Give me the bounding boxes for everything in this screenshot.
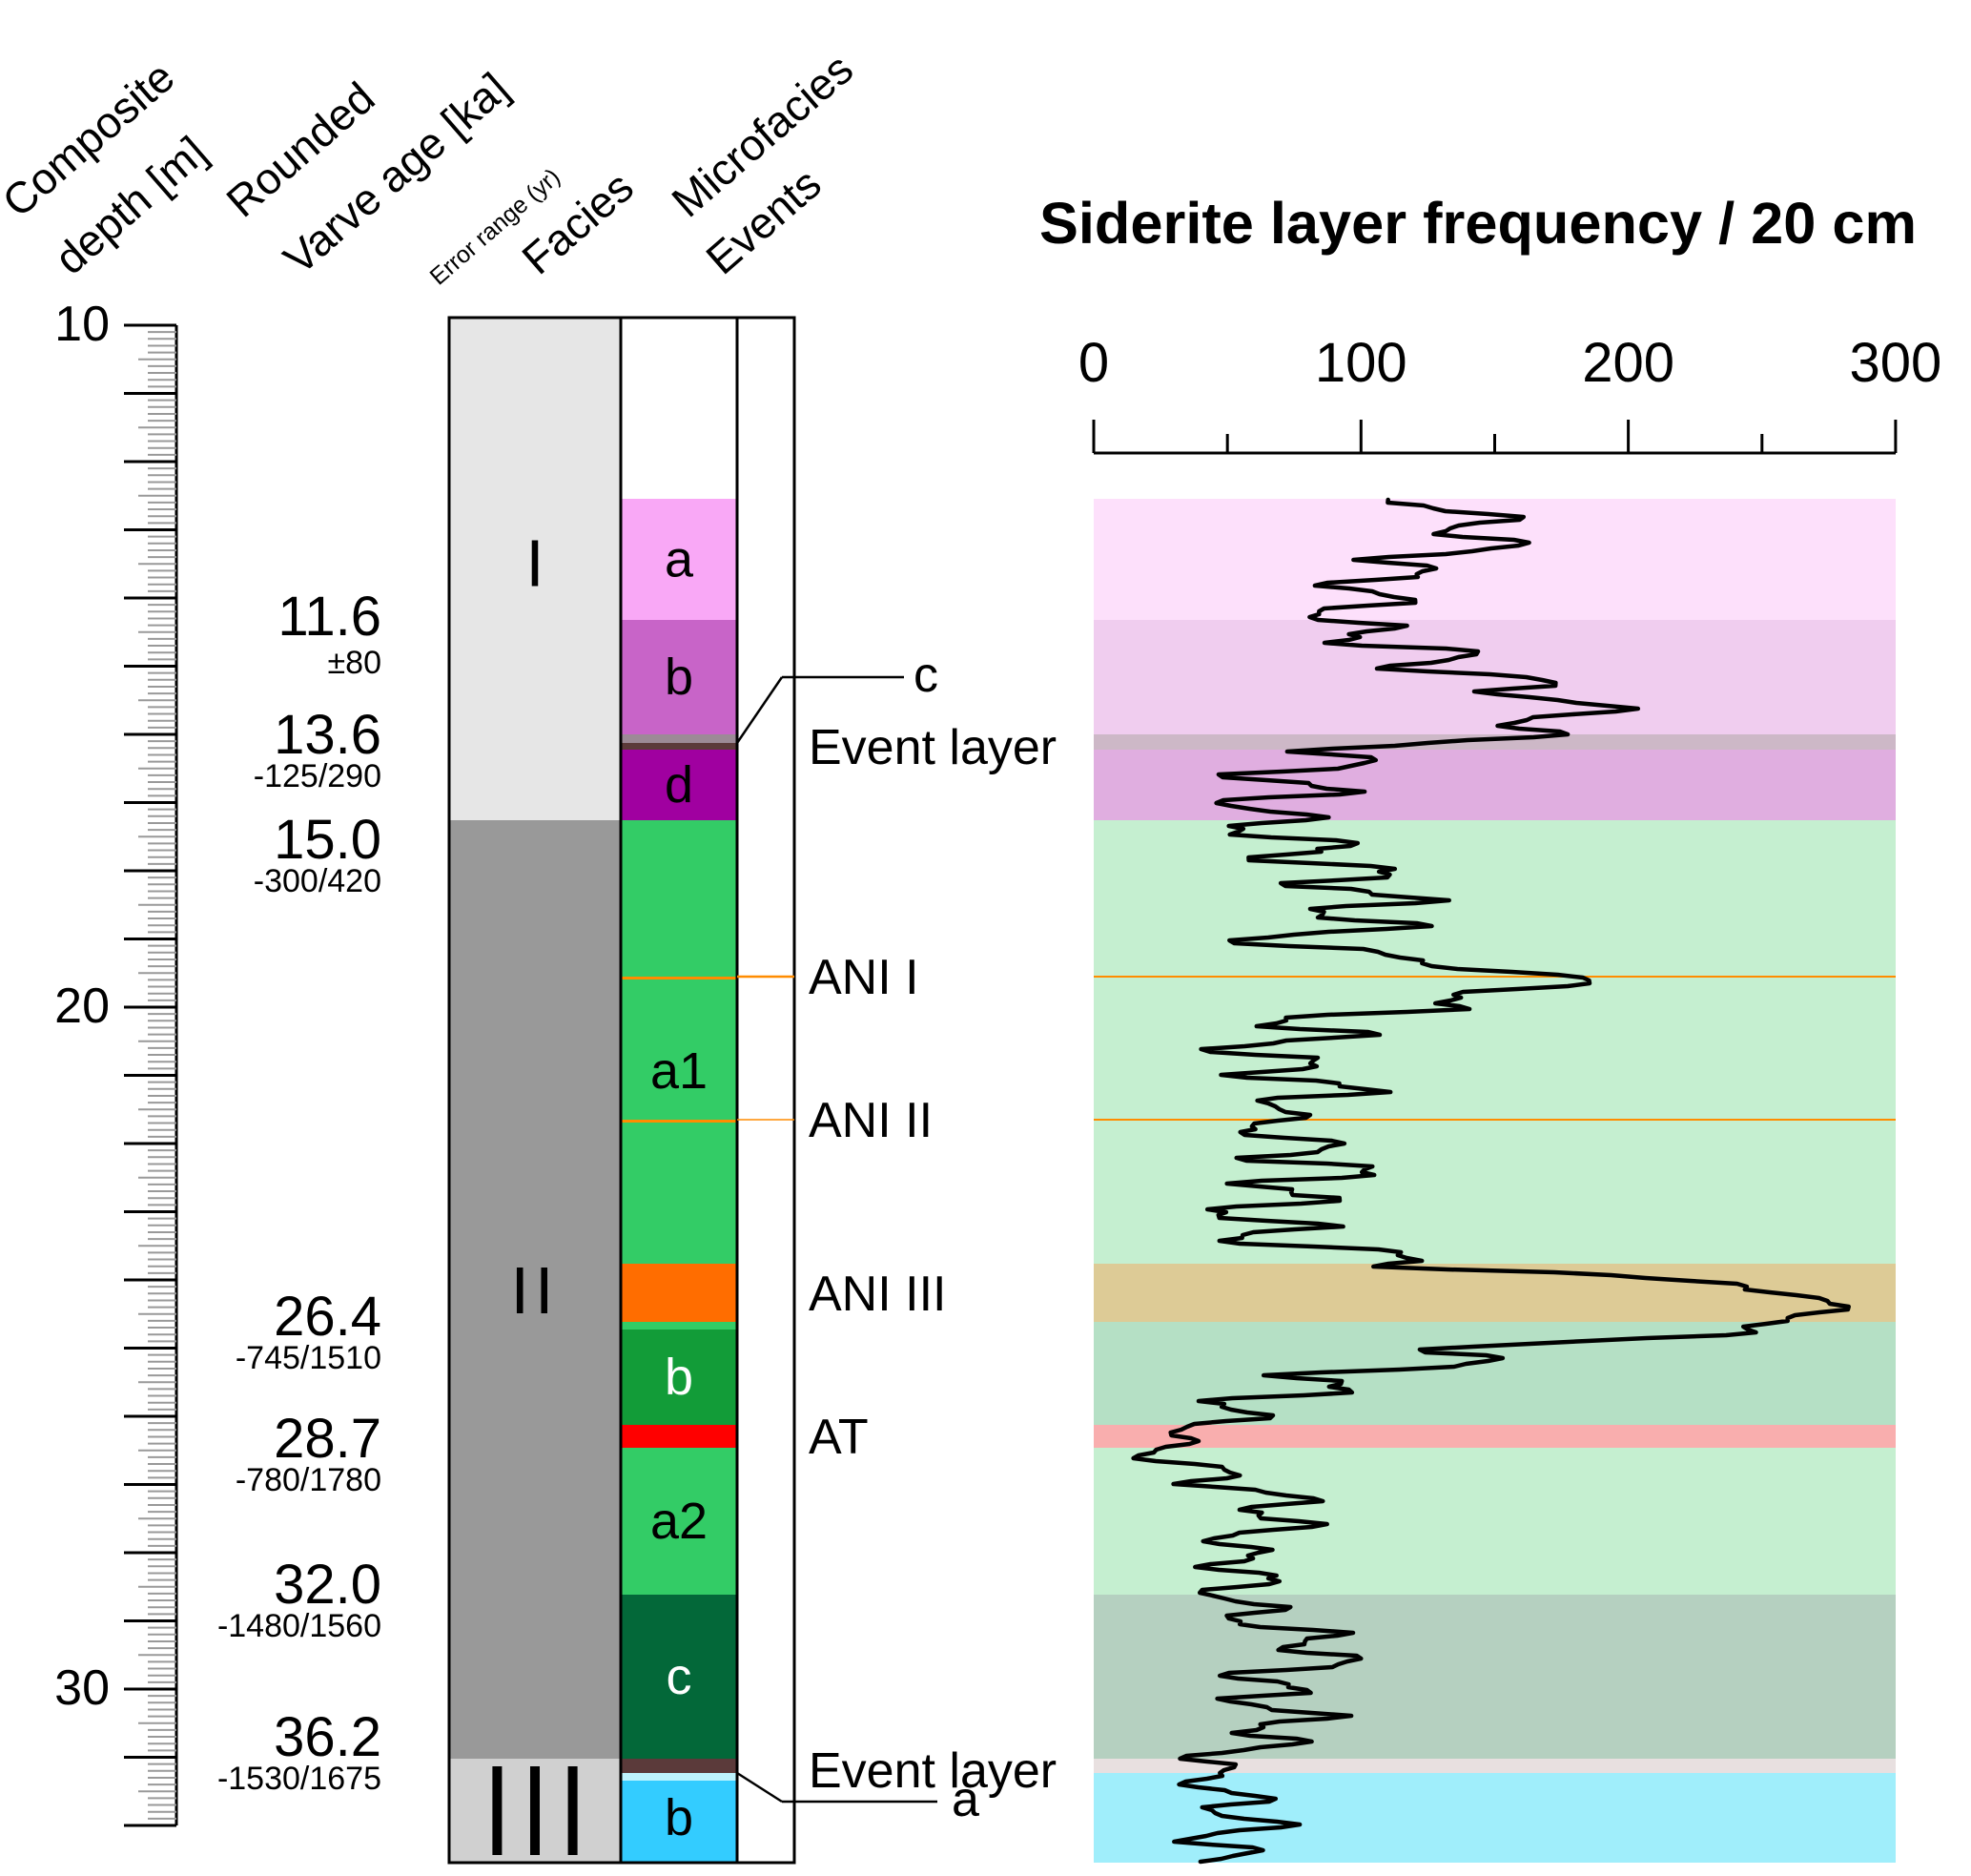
svg-text:b: b [665,1789,693,1846]
svg-text:Event layer: Event layer [809,720,1057,775]
svg-text:-1480/1560: -1480/1560 [217,1608,381,1644]
svg-text:13.6: 13.6 [274,704,381,766]
svg-text:11.6: 11.6 [277,586,381,648]
svg-text:28.7: 28.7 [274,1408,381,1470]
svg-text:30: 30 [54,1660,110,1716]
svg-text:ANI III: ANI III [809,1267,946,1322]
svg-text:10: 10 [54,297,110,352]
svg-text:15.0: 15.0 [274,809,381,871]
svg-text:ANI I: ANI I [809,950,919,1005]
svg-text:100: 100 [1315,332,1407,394]
svg-text:-745/1510: -745/1510 [236,1340,381,1376]
svg-text:200: 200 [1582,332,1674,394]
svg-text:a: a [952,1772,979,1827]
svg-text:b: b [665,1349,693,1406]
svg-text:a2: a2 [650,1493,708,1550]
svg-text:32.0: 32.0 [274,1554,381,1616]
svg-text:I: I [525,526,544,601]
svg-text:-1530/1675: -1530/1675 [217,1761,381,1797]
svg-text:36.2: 36.2 [274,1706,381,1768]
svg-text:±80: ±80 [328,645,381,681]
svg-text:c: c [667,1648,692,1705]
svg-text:Siderite layer frequency / 20: Siderite layer frequency / 20 cm [1039,191,1917,256]
svg-text:c: c [914,648,938,703]
svg-text:d: d [665,756,693,814]
svg-text:II: II [511,1253,560,1328]
svg-text:AT: AT [809,1410,869,1465]
svg-text:-300/420: -300/420 [254,863,381,899]
svg-text:26.4: 26.4 [274,1286,381,1348]
svg-text:b: b [665,649,693,706]
svg-text:0: 0 [1078,332,1109,394]
svg-text:a: a [665,531,694,588]
svg-text:-780/1780: -780/1780 [236,1462,381,1498]
svg-text:-125/290: -125/290 [254,758,381,794]
svg-text:300: 300 [1850,332,1942,394]
svg-text:20: 20 [54,979,110,1034]
svg-text:a1: a1 [650,1042,708,1100]
svg-text:Event layer: Event layer [809,1743,1057,1799]
svg-text:ANI II: ANI II [809,1093,933,1148]
